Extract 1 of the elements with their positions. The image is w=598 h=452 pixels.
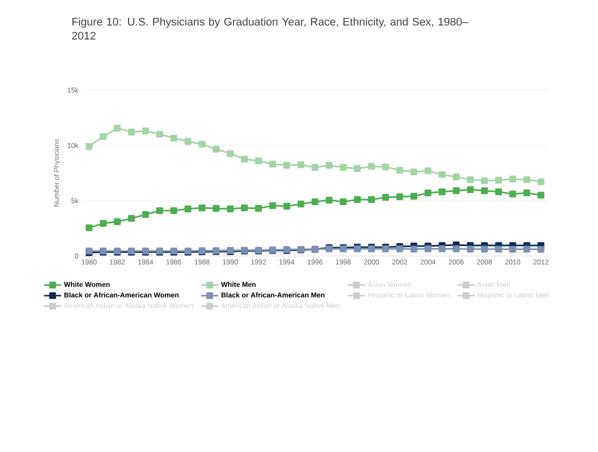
chart-title: Figure 10: U.S. Physicians by Graduation Year, Race, Ethnicity, and Sex, 1980–2012 bbox=[72, 18, 468, 40]
